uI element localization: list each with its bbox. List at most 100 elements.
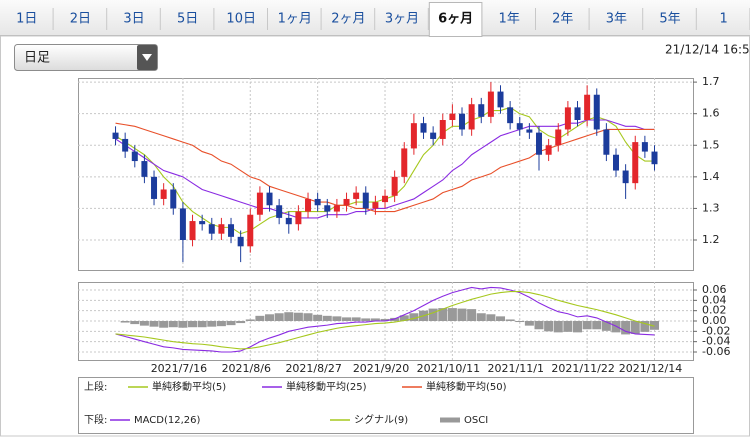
x-tick-label: 2021/12/14 [619, 362, 682, 375]
candle-body [439, 120, 446, 139]
y-tick-label: -0.02 [702, 324, 730, 337]
candle-body [478, 104, 485, 117]
tab[interactable]: 5年 [659, 12, 680, 27]
legend-label: MACD(12,26) [134, 415, 201, 426]
osci-bar [428, 308, 438, 321]
osci-bar [438, 308, 448, 321]
candle-body [430, 132, 437, 139]
candle-body [651, 151, 658, 165]
osci-bar [245, 319, 255, 321]
candle-body [574, 107, 581, 120]
tab[interactable]: 1年 [499, 12, 520, 27]
osci-bar [524, 321, 534, 326]
osci-bar [592, 321, 602, 330]
osci-bar [168, 321, 178, 328]
tab[interactable]: 6ヶ月 [438, 12, 473, 27]
tab[interactable]: 10日 [226, 12, 256, 27]
osci-bar [553, 321, 563, 333]
osci-bar [130, 321, 140, 325]
tab[interactable]: 3ヶ月 [385, 12, 419, 27]
tab[interactable]: 2日 [70, 12, 91, 27]
candle-body [276, 205, 283, 218]
candle-body [295, 211, 302, 225]
candle-body [333, 205, 340, 212]
y-tick-label: 0.02 [702, 304, 727, 317]
candle-body [314, 198, 321, 206]
y-tick-label: -0.06 [702, 345, 730, 358]
tab[interactable]: 2年 [552, 12, 573, 27]
osci-bar [284, 312, 294, 321]
osci-bar [486, 314, 496, 321]
osci-bar [447, 308, 457, 321]
candle-body [218, 224, 225, 234]
candle-body [507, 107, 514, 124]
osci-bar [313, 314, 323, 321]
x-tick-label: 2021/7/16 [151, 362, 207, 375]
osci-bar [332, 316, 342, 321]
y-tick-label: 1.6 [702, 107, 720, 120]
tab[interactable]: 2ヶ月 [331, 12, 365, 27]
y-tick-label: 1.2 [702, 233, 720, 246]
osci-bar [149, 321, 159, 327]
candle-body [362, 192, 369, 209]
y-tick-label: 0.00 [702, 314, 727, 327]
tab[interactable]: 1ヶ月 [278, 12, 312, 27]
y-tick-label: 1.4 [702, 170, 720, 183]
candle-body [247, 214, 254, 247]
x-tick-label: 2021/11/1 [488, 362, 544, 375]
candle-body [151, 176, 158, 199]
tab[interactable]: 1 [719, 12, 727, 27]
x-tick-label: 2021/8/6 [222, 362, 271, 375]
candle-body [112, 132, 119, 139]
candle-body [459, 113, 466, 130]
legend-label: 単純移動平均(5) [152, 380, 226, 393]
candle-body [122, 138, 129, 152]
dropdown-value[interactable]: 日足 [24, 51, 50, 66]
dropdown-arrow [142, 54, 152, 61]
osci-bar [159, 321, 169, 328]
candle-body [391, 176, 398, 196]
candle-body [237, 236, 244, 247]
candle-body [516, 123, 523, 130]
legend-row-label: 上段: [84, 380, 107, 393]
x-tick-label: 2021/8/27 [285, 362, 341, 375]
osci-bar [650, 321, 660, 330]
candle-body [564, 107, 571, 130]
tab[interactable]: 3年 [606, 12, 627, 27]
osci-bar [457, 308, 467, 321]
candle-body [497, 91, 504, 108]
candle-body [622, 170, 629, 184]
tab[interactable]: 1日 [16, 12, 37, 27]
osci-bar [303, 313, 313, 321]
candle-body [160, 189, 167, 199]
x-tick-label: 2021/9/20 [353, 362, 409, 375]
candle-body [170, 189, 177, 209]
osci-bar [255, 315, 265, 321]
candle-body [603, 129, 610, 155]
legend-label: シグナル(9) [354, 413, 408, 426]
candle-body [555, 129, 562, 146]
dropdown[interactable]: 日足 [14, 44, 158, 71]
x-tick-label: 2021/10/11 [417, 362, 480, 375]
osci-bar [601, 321, 611, 331]
osci-bar [476, 313, 486, 321]
osci-bar [120, 321, 130, 323]
tab[interactable]: 3日 [123, 12, 144, 27]
candle-body [613, 154, 620, 171]
osci-bar [139, 321, 149, 326]
active-tab [428, 2, 483, 37]
osci-bar [188, 321, 198, 328]
dropdown-box[interactable] [14, 44, 158, 71]
legend-label: 単純移動平均(25) [286, 380, 367, 393]
candle-body [593, 94, 600, 130]
tab[interactable]: 5日 [177, 12, 198, 27]
osci-bar [265, 314, 275, 321]
candle-body [228, 224, 235, 237]
candle-body [256, 192, 263, 215]
osci-bar [351, 317, 361, 321]
osci-bar [399, 315, 409, 321]
osci-bar [621, 321, 631, 335]
y-tick-label: 1.5 [702, 138, 720, 151]
osci-bar [236, 321, 246, 324]
legend-label: 単純移動平均(50) [426, 380, 507, 393]
